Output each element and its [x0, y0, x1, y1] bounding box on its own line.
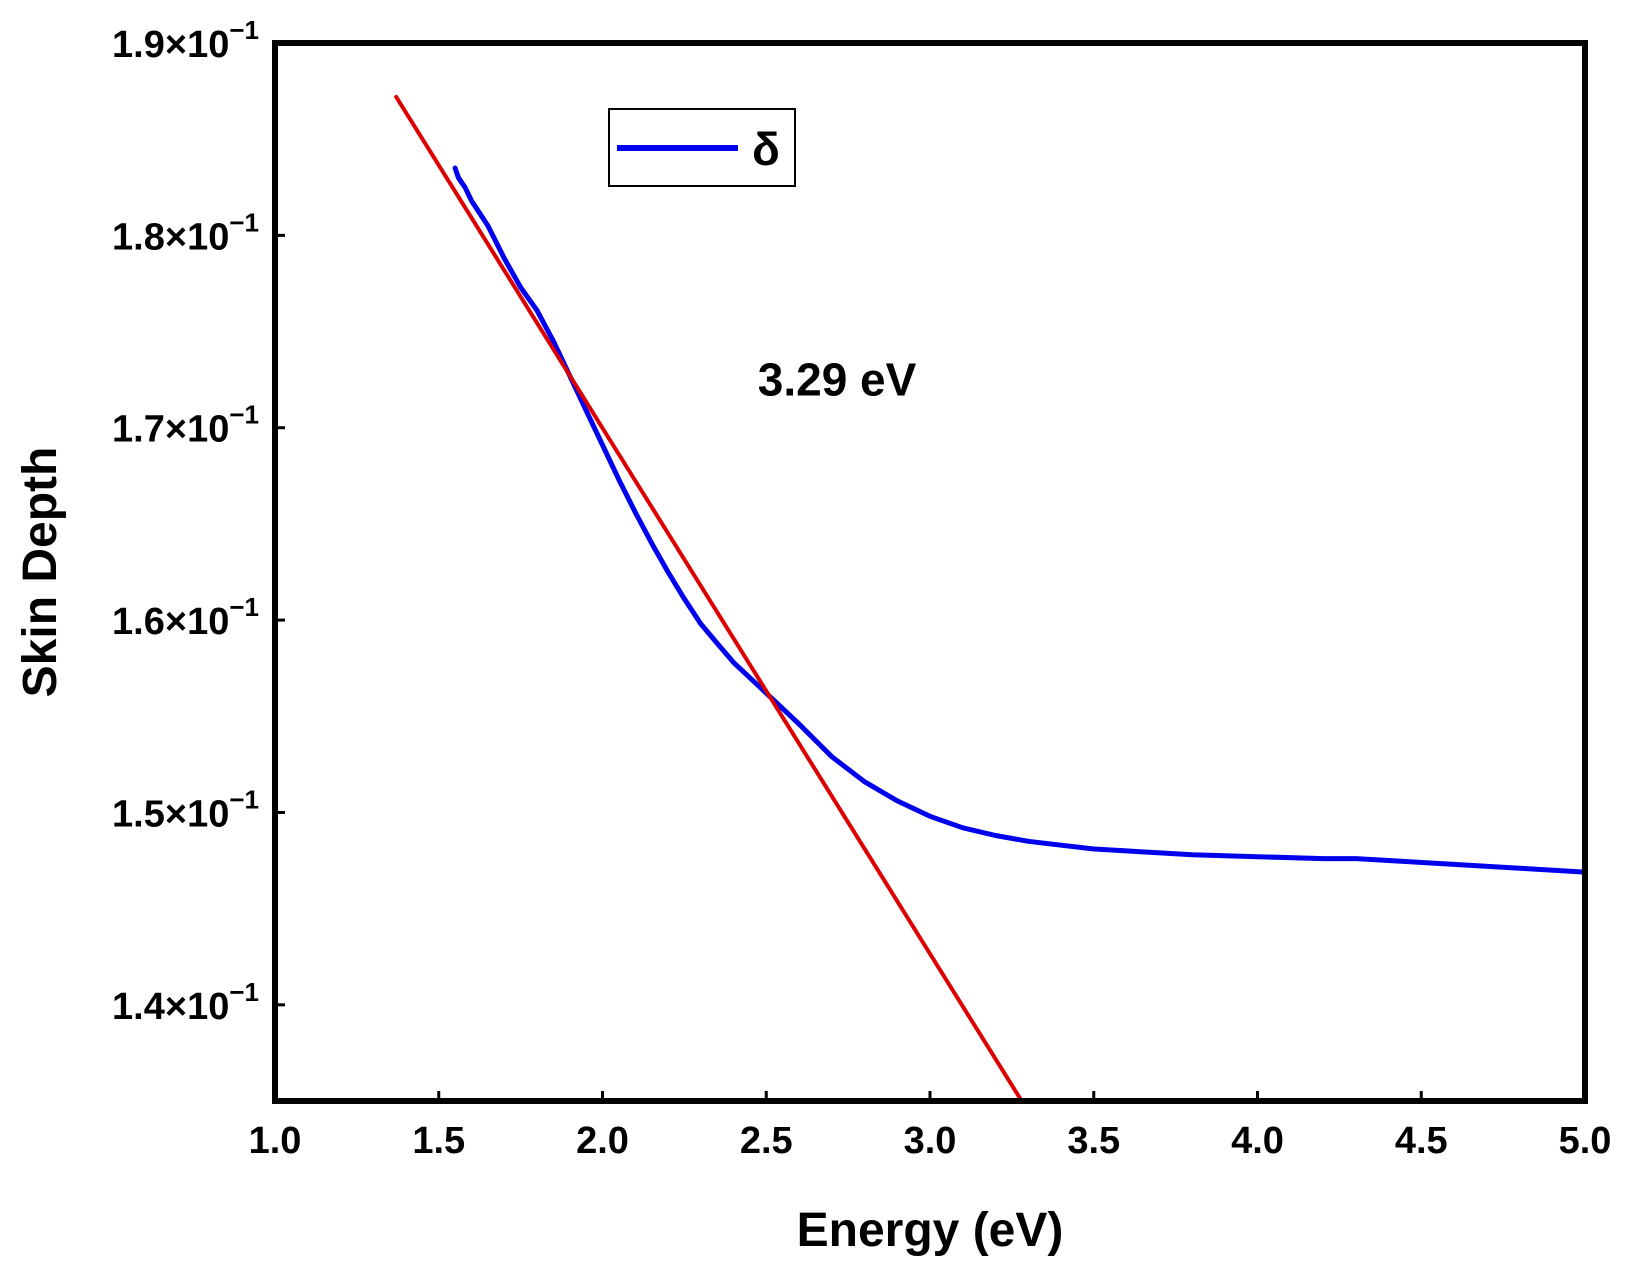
- x-tick-label: 4.0: [1231, 1120, 1284, 1162]
- linear-fit-line: [394, 94, 1024, 1101]
- x-tick-label: 3.0: [904, 1120, 957, 1162]
- y-axis-title: Skin Depth: [14, 447, 67, 698]
- legend: δ: [608, 108, 796, 187]
- y-tick-label: 1.6×10−1: [112, 592, 259, 643]
- x-tick-label: 5.0: [1559, 1120, 1612, 1162]
- series-layer: [394, 94, 1585, 1101]
- x-tick-label: 3.5: [1067, 1120, 1120, 1162]
- y-tick-label: 1.8×10−1: [112, 207, 259, 258]
- legend-label-delta: δ: [752, 123, 780, 175]
- y-axis-ticks: 1.4×10−1 1.5×10−1 1.6×10−1 1.7×10−1 1.8×10−1…: [112, 15, 285, 1028]
- x-tick-label: 2.0: [576, 1120, 629, 1162]
- annotation-band-gap: 3.29 eV: [758, 354, 917, 406]
- x-axis-ticks: 1.0 1.5 2.0 2.5 3.0 3.5 4.0 4.5 5.0: [249, 1091, 1612, 1162]
- x-tick-label: 1.5: [412, 1120, 465, 1162]
- x-tick-label: 2.5: [740, 1120, 793, 1162]
- x-tick-label: 4.5: [1395, 1120, 1448, 1162]
- y-tick-label: 1.7×10−1: [112, 400, 259, 451]
- x-tick-label: 1.0: [249, 1120, 302, 1162]
- series-line-delta: [452, 165, 1585, 875]
- y-tick-label: 1.4×10−1: [112, 977, 259, 1028]
- y-tick-label: 1.5×10−1: [112, 784, 259, 835]
- x-axis-title: Energy (eV): [797, 1204, 1064, 1257]
- y-tick-label: 1.9×10−1: [112, 15, 259, 66]
